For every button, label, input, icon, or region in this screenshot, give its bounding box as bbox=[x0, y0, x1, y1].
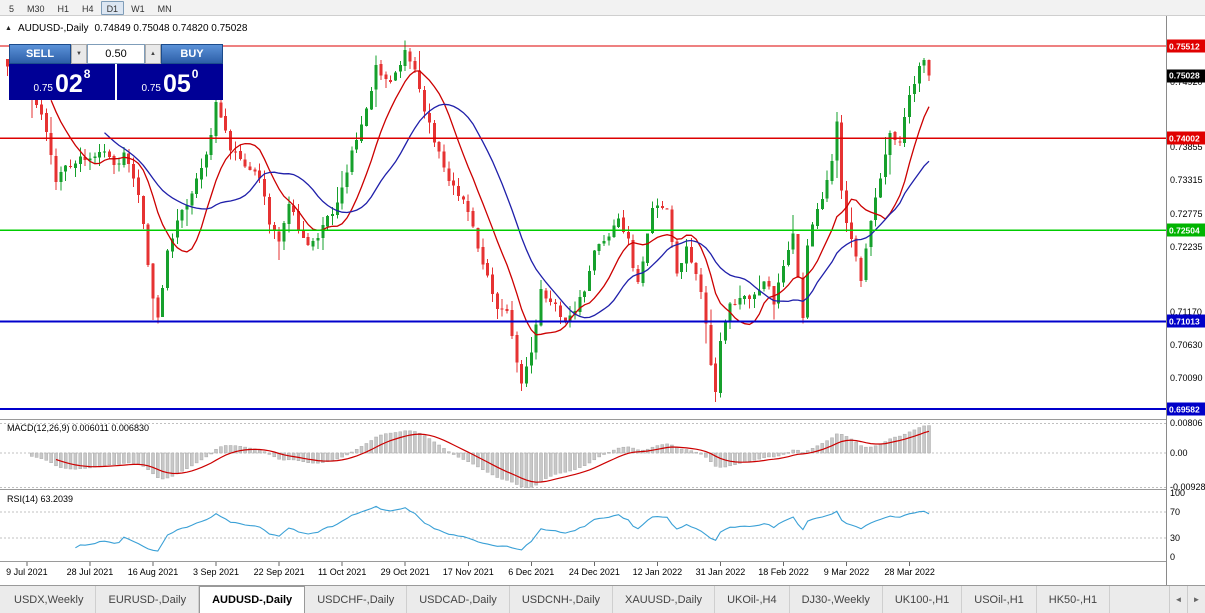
svg-text:12 Jan 2022: 12 Jan 2022 bbox=[633, 567, 683, 577]
rsi-axis-label: 70 bbox=[1170, 507, 1181, 518]
macd-axis-label: -0.00928 bbox=[1170, 482, 1205, 493]
macd-values: 0.006011 0.006830 bbox=[72, 423, 149, 433]
sell-button[interactable]: SELL bbox=[9, 44, 71, 64]
volume-input[interactable]: 0.50 bbox=[87, 44, 145, 64]
chart-window: 9 Jul 2021 28 Jul 2021 16 Aug 2021 3 Sep 20… bbox=[0, 16, 1205, 585]
tab-scroll-arrows: ◄ ► bbox=[1169, 586, 1205, 613]
price-badge: 0.72504 bbox=[1167, 223, 1205, 237]
timeframe-button-MN[interactable]: MN bbox=[157, 3, 172, 14]
buy-price-big-digits: 05 bbox=[162, 70, 191, 98]
tab-scroll-left-icon[interactable]: ◄ bbox=[1169, 586, 1187, 613]
svg-text:24 Dec 2021: 24 Dec 2021 bbox=[569, 567, 620, 577]
svg-text:22 Sep 2021: 22 Sep 2021 bbox=[254, 567, 305, 577]
rsi-axis-label: 0 bbox=[1170, 552, 1176, 562]
candles bbox=[6, 40, 931, 403]
chart-tab-usdchf-daily[interactable]: USDCHF-,Daily bbox=[305, 586, 408, 613]
one-click-trading-panel: SELL ▼ 0.50 ▲ BUY 0.75 02 8 0.75 05 0 bbox=[9, 44, 223, 100]
chart-tab-audusd-daily[interactable]: AUDUSD-,Daily bbox=[199, 586, 306, 613]
price-axis-label: 0.72235 bbox=[1170, 241, 1203, 252]
price-chart-canvas[interactable]: 9 Jul 2021 28 Jul 2021 16 Aug 2021 3 Sep 20… bbox=[0, 16, 1166, 585]
buy-price-quote[interactable]: 0.75 05 0 bbox=[117, 64, 223, 100]
svg-text:17 Nov 2021: 17 Nov 2021 bbox=[443, 567, 494, 577]
svg-text:28 Mar 2022: 28 Mar 2022 bbox=[884, 567, 935, 577]
horizontal-lines bbox=[0, 45, 1166, 410]
pane-separators bbox=[0, 419, 1166, 562]
svg-text:18 Feb 2022: 18 Feb 2022 bbox=[758, 567, 809, 577]
macd-axis-label: 0.00 bbox=[1170, 448, 1188, 458]
rsi-value: 63.2039 bbox=[40, 494, 74, 504]
svg-text:31 Jan 2022: 31 Jan 2022 bbox=[696, 567, 746, 577]
buy-price-pip-digit: 0 bbox=[191, 67, 199, 81]
chart-tab-dj30-weekly[interactable]: DJ30-,Weekly bbox=[790, 586, 883, 613]
tab-scroll-right-icon[interactable]: ► bbox=[1187, 586, 1205, 613]
one-click-trading-toggle-icon[interactable]: ▲ bbox=[5, 25, 12, 32]
price-axis-label: 0.74920 bbox=[1170, 77, 1203, 88]
price-axis-label: 0.72775 bbox=[1170, 208, 1203, 219]
price-badge: 0.75512 bbox=[1167, 39, 1205, 53]
price-axis[interactable]: 0.74920 0.73855 0.73315 0.72775 0.72235 0.711… bbox=[1166, 16, 1205, 585]
price-axis-label: 0.70090 bbox=[1170, 372, 1203, 383]
svg-text:28 Jul 2021: 28 Jul 2021 bbox=[67, 567, 114, 577]
macd-axis-label: 0.00806 bbox=[1170, 418, 1203, 429]
timeframe-button-H1[interactable]: H1 bbox=[57, 3, 70, 14]
macd-name: MACD(12,26,9) bbox=[7, 423, 70, 433]
price-badge: 0.71013 bbox=[1167, 314, 1205, 328]
rsi-axis-label: 30 bbox=[1170, 532, 1181, 543]
buy-button[interactable]: BUY bbox=[161, 44, 223, 64]
svg-text:11 Oct 2021: 11 Oct 2021 bbox=[318, 567, 366, 577]
rsi-axis-label: 100 bbox=[1170, 488, 1186, 498]
rsi-name: RSI(14) bbox=[7, 494, 39, 504]
chart-tab-ukoil-h4[interactable]: UKOil-,H4 bbox=[715, 586, 790, 613]
rsi-indicator bbox=[75, 505, 930, 552]
timeframe-button-H4[interactable]: H4 bbox=[82, 3, 94, 14]
svg-text:6 Dec 2021: 6 Dec 2021 bbox=[508, 567, 554, 577]
chart-header: ▲ AUDUSD-,Daily 0.74849 0.75048 0.74820 … bbox=[5, 23, 247, 34]
svg-text:9 Jul 2021: 9 Jul 2021 bbox=[6, 567, 48, 577]
chart-ohlc-values: 0.74849 0.75048 0.74820 0.75028 bbox=[94, 23, 248, 34]
volume-increase-button[interactable]: ▲ bbox=[145, 44, 161, 64]
buy-price-base: 0.75 bbox=[141, 83, 161, 94]
chart-tab-xauusd-daily[interactable]: XAUUSD-,Daily bbox=[613, 586, 716, 613]
rsi-pane-label: RSI(14) 63.2039 bbox=[7, 494, 73, 504]
timeframe-button-5[interactable]: 5 bbox=[9, 3, 15, 14]
price-badge: 0.75028 bbox=[1167, 69, 1205, 83]
price-badge: 0.69582 bbox=[1167, 402, 1205, 416]
macd-pane-label: MACD(12,26,9) 0.006011 0.006830 bbox=[7, 423, 149, 433]
sell-price-pip-digit: 8 bbox=[83, 67, 91, 81]
macd-indicator bbox=[30, 425, 931, 488]
timeframe-button-M30[interactable]: M30 bbox=[27, 3, 45, 14]
chart-tab-uk100-h1[interactable]: UK100-,H1 bbox=[883, 586, 963, 613]
price-axis-label: 0.73315 bbox=[1170, 175, 1203, 186]
volume-decrease-button[interactable]: ▼ bbox=[71, 44, 87, 64]
timeframe-button-W1[interactable]: W1 bbox=[131, 3, 145, 14]
svg-text:9 Mar 2022: 9 Mar 2022 bbox=[824, 567, 870, 577]
chart-tab-usoil-h1[interactable]: USOil-,H1 bbox=[962, 586, 1037, 613]
svg-text:29 Oct 2021: 29 Oct 2021 bbox=[381, 567, 430, 577]
price-axis-label: 0.70630 bbox=[1170, 339, 1203, 350]
svg-text:16 Aug 2021: 16 Aug 2021 bbox=[128, 567, 179, 577]
price-axis-label: 0.73855 bbox=[1170, 142, 1203, 153]
chart-tab-eurusd-daily[interactable]: EURUSD-,Daily bbox=[96, 586, 200, 613]
chart-tabs-bar: USDX,Weekly EURUSD-,Daily AUDUSD-,Daily USD… bbox=[0, 585, 1205, 613]
chart-symbol-label: AUDUSD-,Daily bbox=[17, 23, 89, 34]
svg-text:3 Sep 2021: 3 Sep 2021 bbox=[193, 567, 239, 577]
price-badge: 0.74002 bbox=[1167, 131, 1205, 145]
sell-price-quote[interactable]: 0.75 02 8 bbox=[9, 64, 115, 100]
chart-tab-usdcad-daily[interactable]: USDCAD-,Daily bbox=[407, 586, 510, 613]
timeframe-button-D1[interactable]: D1 bbox=[100, 0, 125, 15]
chart-tab-hk50-h1[interactable]: HK50-,H1 bbox=[1037, 586, 1111, 613]
timeframe-toolbar: 5 M30 H1 H4 D1 W1 MN bbox=[0, 0, 1205, 16]
sell-price-base: 0.75 bbox=[33, 83, 53, 94]
sell-price-big-digits: 02 bbox=[54, 70, 83, 98]
chart-tab-usdx-weekly[interactable]: USDX,Weekly bbox=[2, 586, 97, 613]
indicator-level-lines bbox=[0, 422, 1166, 539]
chart-tab-usdcnh-daily[interactable]: USDCNH-,Daily bbox=[510, 586, 614, 613]
moving-averages bbox=[50, 70, 930, 336]
price-axis-label: 0.71170 bbox=[1170, 306, 1202, 317]
date-axis: 9 Jul 2021 28 Jul 2021 16 Aug 2021 3 Sep 20… bbox=[6, 562, 935, 577]
